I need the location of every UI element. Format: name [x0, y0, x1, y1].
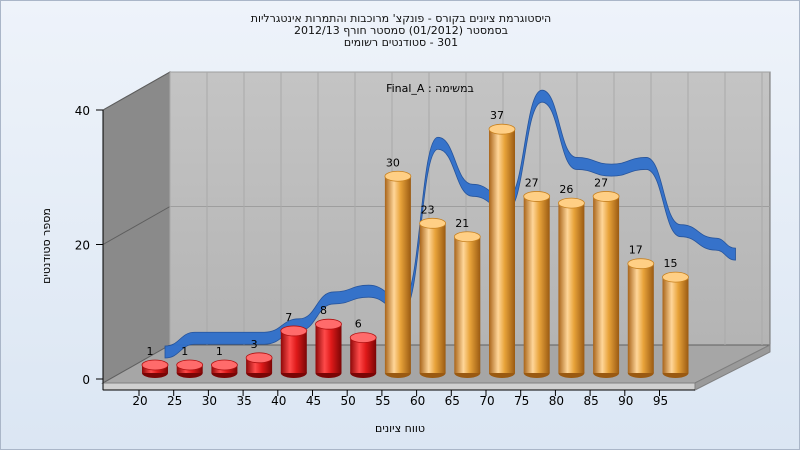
chart-title-line-2: בסמסטר (01/2012) סמסטר חורף 2012/13: [294, 24, 508, 37]
bar-top: [176, 359, 204, 371]
x-axis-title: טווח ציונים: [375, 422, 425, 435]
x-tick-label: 45: [306, 394, 321, 408]
bar-top: [488, 123, 516, 135]
bar-body: [419, 223, 446, 373]
value-label-55: 30: [386, 156, 400, 169]
bar-top: [662, 271, 689, 283]
bar-body: [558, 203, 585, 373]
bar-top: [453, 231, 481, 243]
value-label-60: 23: [421, 203, 435, 216]
x-tick-label: 20: [132, 394, 147, 408]
value-label-90: 17: [629, 244, 643, 257]
x-tick-label: 30: [202, 394, 217, 408]
bar-85: [592, 191, 620, 378]
x-tick-label: 95: [653, 394, 668, 408]
bar-60: [419, 217, 447, 378]
bar-body: [489, 129, 515, 373]
value-label-85: 27: [594, 176, 608, 189]
bar-20: [141, 359, 169, 378]
bar-top: [141, 359, 169, 371]
bar-top: [627, 258, 655, 270]
bar-30: [210, 359, 238, 378]
bar-body: [280, 330, 307, 373]
y-tick-label: 0: [82, 373, 90, 387]
x-tick-label: 55: [375, 394, 390, 408]
x-tick-label: 40: [271, 394, 286, 408]
bar-top: [592, 191, 620, 202]
bar-top: [245, 352, 273, 364]
y-tick-label: 20: [75, 239, 90, 253]
bar-body: [454, 236, 481, 373]
value-label-95: 15: [664, 257, 678, 270]
bar-top: [419, 217, 447, 229]
bar-80: [558, 197, 585, 378]
bar-body: [384, 176, 411, 373]
bar-top: [280, 325, 308, 337]
bar-body: [315, 324, 342, 373]
x-tick-label: 90: [618, 394, 633, 408]
chart-base-slab: [102, 382, 696, 391]
bar-45: [315, 318, 342, 378]
value-label-20: 1: [147, 345, 154, 358]
x-tick-label: 25: [167, 394, 182, 408]
value-label-30: 1: [216, 345, 223, 358]
y-axis-title: מספר סטודנטים: [40, 208, 53, 284]
value-label-70: 37: [490, 109, 504, 122]
chart-side-wall: [102, 71, 171, 384]
x-tick-label: 85: [583, 394, 598, 408]
bar-body: [593, 196, 620, 373]
y-tick-labels: 0 20 40: [75, 104, 104, 390]
bar-70: [488, 123, 516, 378]
bar-top: [558, 197, 585, 209]
value-label-45: 8: [320, 304, 327, 317]
bar-75: [523, 191, 551, 378]
bars-group: [141, 123, 689, 378]
value-label-80: 26: [559, 183, 573, 196]
value-label-40: 7: [285, 311, 292, 324]
x-tick-label: 60: [410, 394, 425, 408]
x-tick-label: 65: [445, 394, 460, 408]
y-tick-label: 40: [75, 104, 90, 118]
value-label-50: 6: [355, 318, 362, 331]
x-tick-label: 70: [479, 394, 494, 408]
x-tick-label: 35: [236, 394, 251, 408]
bar-body: [627, 263, 654, 373]
bar-body: [523, 196, 550, 373]
bar-55: [384, 170, 412, 378]
chart-base-slab-side: [694, 344, 771, 391]
chart-title-line-1: היסטוגרמת ציונים בקורס - פונקצ' מרוכבות …: [250, 12, 552, 25]
value-label-75: 27: [525, 176, 539, 189]
gridline-side: [102, 71, 171, 111]
value-label-65: 21: [455, 217, 469, 230]
chart-title-line-3: 301 - סטודנטים רשומים: [343, 36, 459, 49]
bar-top: [210, 359, 238, 371]
bar-top: [384, 170, 412, 182]
bar-95: [662, 271, 689, 378]
bar-25: [176, 359, 204, 378]
value-label-25: 1: [181, 345, 188, 358]
annotation-text: Final_A : במשימה: [386, 82, 474, 95]
bar-body: [350, 337, 377, 373]
bar-50: [349, 332, 377, 378]
bar-top: [523, 191, 551, 202]
x-tick-label: 75: [514, 394, 529, 408]
bar-top: [315, 318, 342, 330]
gridline-side: [102, 206, 171, 245]
bar-35: [245, 352, 273, 378]
bar-90: [627, 258, 655, 378]
distribution-ribbon: [164, 89, 736, 359]
distribution-curve: [164, 89, 736, 359]
value-label-35: 3: [251, 338, 258, 351]
bar-40: [280, 325, 308, 378]
x-tick-label: 80: [549, 394, 564, 408]
x-tick-label: 50: [341, 394, 356, 408]
bar-top: [349, 332, 377, 344]
x-tick-labels: 20 25 30 35 40 45 50 55 60 65 70 75 80 85 90 95: [103, 389, 695, 408]
bar-body: [662, 277, 689, 373]
bar-65: [453, 231, 481, 378]
